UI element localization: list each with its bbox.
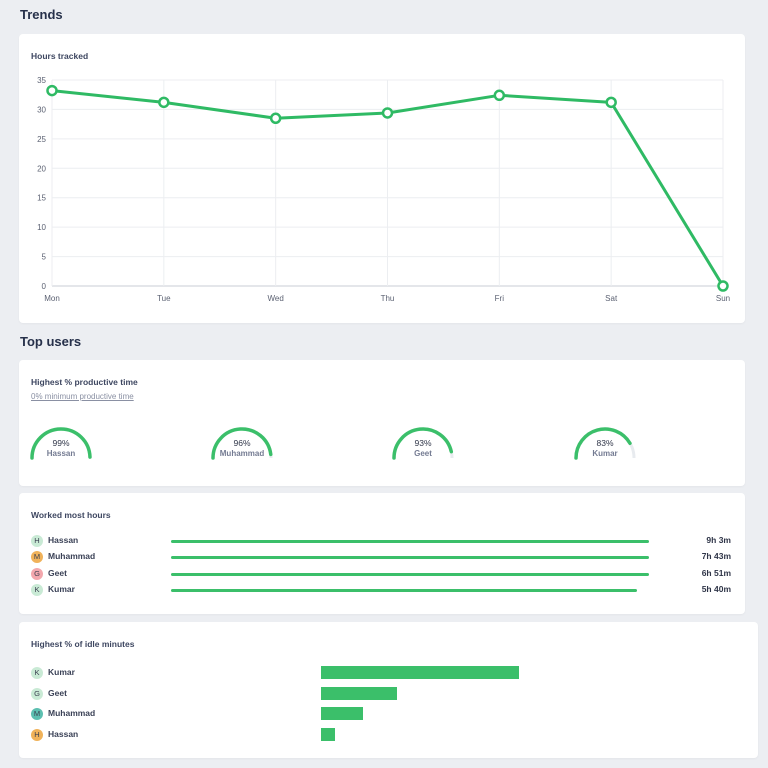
y-tick-label: 15 xyxy=(37,194,46,203)
idle-row[interactable]: H Hassan xyxy=(31,728,731,742)
gauge-percent: 96% xyxy=(233,438,251,448)
gauge-arc xyxy=(211,427,273,460)
gauge-muhammad: 96% Muhammad xyxy=(210,426,274,462)
hours-tracked-card: Hours tracked 0 5 10 15 20 25 30 35 Mon Tue Wed Thu… xyxy=(19,34,745,323)
y-tick-label: 25 xyxy=(37,135,46,144)
y-tick-label: 5 xyxy=(42,253,47,262)
gauge-user-name: Hassan xyxy=(46,449,76,458)
hours-value: 9h 3m xyxy=(706,535,731,545)
x-tick-label: Sun xyxy=(716,294,730,303)
hours-tracked-chart: 0 5 10 15 20 25 30 35 Mon Tue Wed Thu Fri Sat Sun xyxy=(37,76,730,303)
idle-minutes-card: Highest % of idle minutes K Kumar G Geet… xyxy=(19,622,758,758)
x-tick-label: Fri xyxy=(495,294,505,303)
y-tick-label: 0 xyxy=(42,282,47,291)
min-productive-link[interactable]: 0% minimum productive time xyxy=(31,392,134,401)
user-name: Kumar xyxy=(48,584,75,594)
y-tick-label: 30 xyxy=(37,105,46,114)
gauge-hassan: 99% Hassan xyxy=(29,426,93,462)
user-name: Kumar xyxy=(48,667,75,677)
user-avatar: H xyxy=(31,535,43,547)
user-name: Hassan xyxy=(48,535,79,545)
idle-bar xyxy=(321,707,363,720)
x-tick-label: Sat xyxy=(605,294,618,303)
user-name: Geet xyxy=(48,568,67,578)
worked-row[interactable]: M Muhammad 7h 43m xyxy=(31,550,731,564)
user-name: Hassan xyxy=(48,729,79,739)
gauge-percent: 83% xyxy=(596,438,614,448)
gauge-fill xyxy=(392,427,454,460)
gauge-percent: 93% xyxy=(414,438,432,448)
productive-time-card: Highest % productive time 0% minimum pro… xyxy=(19,360,745,486)
hours-value: 6h 51m xyxy=(701,568,731,578)
top-users-heading: Top users xyxy=(20,334,82,349)
user-name: Muhammad xyxy=(48,708,96,718)
gauge-arc xyxy=(574,427,636,460)
user-avatar: G xyxy=(31,688,43,700)
user-avatar: H xyxy=(31,729,43,741)
gauge-kumar: 83% Kumar xyxy=(573,426,637,462)
user-avatar: K xyxy=(31,667,43,679)
x-tick-label: Wed xyxy=(268,294,284,303)
worked-hours-title: Worked most hours xyxy=(31,510,111,520)
gauge-fill xyxy=(211,427,273,460)
worked-row[interactable]: H Hassan 9h 3m xyxy=(31,534,731,548)
productive-time-title: Highest % productive time xyxy=(31,377,138,387)
hours-value: 7h 43m xyxy=(701,551,731,561)
data-point[interactable] xyxy=(158,96,170,109)
hours-bar xyxy=(171,573,649,576)
gauge-percent: 99% xyxy=(52,438,70,448)
data-point[interactable] xyxy=(381,107,394,119)
y-tick-label: 10 xyxy=(37,223,46,232)
idle-bar xyxy=(321,728,335,741)
trends-heading: Trends xyxy=(20,7,63,22)
gauge-user-name: Muhammad xyxy=(219,449,265,458)
gauge-user-name: Geet xyxy=(414,449,432,458)
worked-row[interactable]: K Kumar 5h 40m xyxy=(31,583,731,597)
hours-bar xyxy=(171,556,649,559)
hours-bar xyxy=(171,540,649,543)
data-point[interactable] xyxy=(269,112,282,125)
idle-bar xyxy=(321,666,519,679)
user-name: Geet xyxy=(48,688,67,698)
gauge-fill xyxy=(30,427,92,460)
x-tick-label: Tue xyxy=(157,294,171,303)
y-tick-label: 20 xyxy=(37,164,46,173)
hours-bar xyxy=(171,589,638,592)
gauge-arc xyxy=(30,427,92,460)
worked-hours-card: Worked most hours H Hassan 9h 3m M Muham… xyxy=(19,493,745,614)
hours-value: 5h 40m xyxy=(701,584,731,594)
idle-row[interactable]: M Muhammad xyxy=(31,707,731,721)
hours-tracked-title: Hours tracked xyxy=(31,51,89,61)
y-tick-label: 35 xyxy=(37,76,46,85)
user-name: Muhammad xyxy=(48,551,96,561)
x-tick-label: Thu xyxy=(381,294,395,303)
worked-row[interactable]: G Geet 6h 51m xyxy=(31,567,731,581)
user-avatar: M xyxy=(31,708,43,720)
idle-row[interactable]: K Kumar xyxy=(31,666,731,680)
gauge-arc xyxy=(392,427,454,460)
data-point[interactable] xyxy=(46,84,58,97)
data-point[interactable] xyxy=(717,280,729,292)
gauge-geet: 93% Geet xyxy=(391,426,455,462)
idle-bar xyxy=(321,687,398,700)
data-point[interactable] xyxy=(493,89,506,102)
data-point[interactable] xyxy=(605,96,617,109)
user-avatar: M xyxy=(31,551,43,563)
idle-minutes-title: Highest % of idle minutes xyxy=(31,639,135,649)
user-avatar: G xyxy=(31,568,43,580)
x-tick-label: Mon xyxy=(44,294,60,303)
user-avatar: K xyxy=(31,584,43,596)
gauge-fill xyxy=(574,427,632,460)
gauge-user-name: Kumar xyxy=(592,449,618,458)
idle-row[interactable]: G Geet xyxy=(31,687,731,701)
